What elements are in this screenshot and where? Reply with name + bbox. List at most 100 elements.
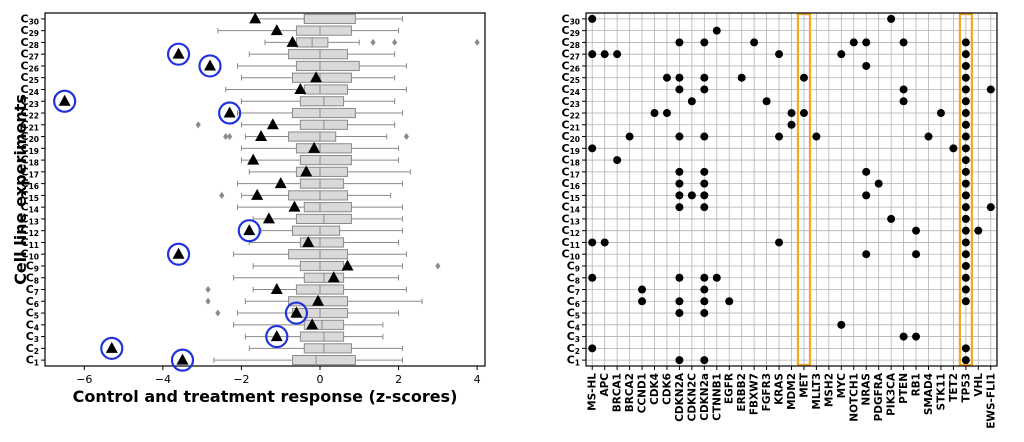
matrix-gene-labels: MS-HL APC BRCA1 BRCA2 CCND1 CDK4 CDK6 CDKN2A CDK…	[587, 366, 997, 429]
treatment-marker	[288, 200, 301, 212]
gene-label: MLLT3	[811, 373, 823, 410]
mutation-dot	[700, 297, 709, 306]
mutation-dot	[986, 203, 995, 212]
treatment-marker	[341, 259, 354, 271]
mutation-dot	[986, 85, 995, 94]
treatment-marker	[176, 353, 189, 365]
x-tick-label: 4	[474, 373, 481, 386]
y-tick-label: C11	[561, 236, 580, 250]
treatment-marker	[105, 341, 118, 353]
outlier-point	[392, 38, 398, 46]
mutation-dot	[924, 132, 933, 141]
box	[299, 260, 345, 272]
highlight-column-box	[958, 12, 973, 367]
mutation-dot	[600, 238, 609, 247]
treatment-marker	[327, 271, 340, 283]
box	[288, 190, 349, 201]
mutation-dot	[961, 38, 970, 47]
mutation-dot	[725, 297, 734, 306]
mutation-dot	[787, 109, 796, 118]
treatment-marker	[302, 235, 315, 247]
mutation-dot	[936, 109, 945, 118]
gene-label: BRCA2	[624, 373, 636, 412]
y-tick-label: C3	[567, 330, 580, 344]
mutation-dot	[899, 332, 908, 341]
box	[303, 343, 352, 354]
y-tick-label: C1	[26, 354, 39, 368]
y-tick-label: C1	[567, 354, 580, 368]
mutation-dot	[700, 356, 709, 365]
treatment-marker	[251, 188, 264, 200]
outlier-point	[403, 133, 410, 141]
gene-label: SMAD4	[923, 373, 935, 415]
box	[292, 107, 356, 119]
mutation-dot	[961, 238, 970, 247]
gene-label: TP53	[960, 373, 972, 402]
mutation-dot	[675, 132, 684, 141]
x-tick-label: −2	[233, 373, 249, 386]
mutation-dot	[600, 50, 609, 59]
mutation-dot	[712, 273, 721, 282]
mutation-dot	[912, 332, 921, 341]
y-tick-label: C20	[561, 130, 580, 144]
treatment-marker	[172, 247, 185, 259]
treatment-marker	[266, 118, 279, 130]
y-tick-label: C15	[20, 189, 39, 203]
treatment-marker	[290, 306, 303, 318]
gene-label: CDK6	[661, 373, 673, 405]
mutation-dot	[675, 191, 684, 200]
y-tick-label: C16	[561, 177, 580, 191]
y-tick-label: C27	[20, 48, 39, 62]
y-tick-label: C23	[561, 95, 580, 109]
mutation-dot	[874, 179, 883, 188]
treatment-marker	[247, 153, 260, 165]
mutation-dot	[912, 250, 921, 259]
y-tick-label: C7	[26, 283, 39, 297]
mutation-dot	[899, 85, 908, 94]
y-tick-label: C25	[20, 71, 39, 85]
treatment-marker	[306, 318, 319, 330]
y-tick-label: C11	[20, 236, 39, 250]
mutation-dot	[961, 273, 970, 282]
mutation-dot	[961, 179, 970, 188]
mutation-dot	[961, 73, 970, 82]
gene-label: RB1	[911, 373, 923, 396]
mutation-dot	[961, 132, 970, 141]
y-tick-label: C15	[561, 189, 580, 203]
mutation-dot	[961, 214, 970, 223]
outlier-point	[435, 262, 441, 270]
mutation-dot	[961, 356, 970, 365]
gene-label: CDKN2A	[674, 372, 686, 422]
gene-label: MET	[798, 372, 810, 398]
y-tick-label: C5	[26, 307, 39, 321]
y-tick-label: C5	[567, 307, 580, 321]
outlier-point	[215, 309, 221, 317]
y-tick-label: C23	[20, 95, 39, 109]
gene-label: MYC	[836, 373, 848, 399]
mutation-dot	[588, 144, 597, 153]
mutation-dot	[662, 109, 671, 118]
box	[295, 25, 352, 36]
mutation-dot	[700, 85, 709, 94]
box	[295, 60, 360, 72]
mutation-dot	[700, 285, 709, 294]
mutation-dot	[899, 97, 908, 106]
y-tick-label: C26	[20, 59, 39, 73]
mutation-dot	[613, 156, 622, 165]
matrix-grid	[586, 13, 997, 366]
boxplot-y-ticks: C1C2C3C4C5C6C7C8C9C10C11C12C13C14C15C16C…	[20, 12, 45, 368]
mutation-dot	[588, 273, 597, 282]
gene-label: CDKN2a	[699, 373, 711, 421]
outlier-point	[227, 133, 233, 141]
mutation-dot	[949, 144, 958, 153]
mutation-dot	[961, 144, 970, 153]
treatment-marker	[204, 59, 216, 71]
box	[299, 154, 352, 166]
y-tick-label: C13	[561, 212, 580, 226]
mutation-dot	[961, 261, 970, 270]
y-tick-label: C8	[567, 271, 580, 285]
y-tick-label: C3	[26, 330, 39, 344]
box	[303, 13, 356, 24]
gene-label: KRAS	[774, 373, 786, 405]
